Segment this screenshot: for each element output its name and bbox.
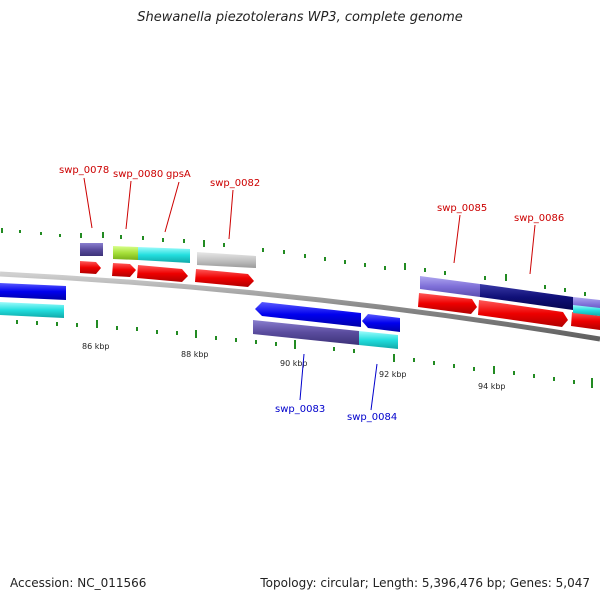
- accession-text: Accession: NC_011566: [10, 576, 147, 590]
- reverse-leader-lines: [299, 353, 378, 411]
- gene-label-swp-0080: swp_0080: [113, 169, 163, 180]
- gene-label-gpsa: gpsA: [166, 169, 191, 180]
- gene-label-swp-0084: swp_0084: [347, 412, 397, 423]
- forward-cds-arrows: [80, 261, 600, 330]
- cog-boxes-lower: [253, 305, 600, 349]
- outer-ticks: [1, 228, 586, 296]
- tick-label: 92 kbp: [379, 370, 407, 379]
- genome-backbone: [0, 271, 600, 342]
- map-title: Shewanella piezotolerans WP3, complete g…: [137, 10, 463, 25]
- gene-label-swp-0085: swp_0085: [437, 203, 487, 214]
- reverse-cds-arrows: [0, 283, 400, 332]
- inner-ticks: [16, 320, 593, 388]
- tick-label: 88 kbp: [181, 350, 209, 359]
- gene-label-swp-0082: swp_0082: [210, 178, 260, 189]
- gene-label-swp-0083: swp_0083: [275, 404, 325, 415]
- forward-leader-lines: [83, 177, 536, 275]
- genome-summary-text: Topology: circular; Length: 5,396,476 bp…: [260, 576, 590, 590]
- tick-label: 86 kbp: [82, 342, 110, 351]
- tick-label: 94 kbp: [478, 382, 506, 391]
- gene-label-swp-0078: swp_0078: [59, 165, 109, 176]
- tick-label: 90 kbp: [280, 359, 308, 368]
- cog-box-left: [0, 302, 64, 318]
- gene-label-swp-0086: swp_0086: [514, 213, 564, 224]
